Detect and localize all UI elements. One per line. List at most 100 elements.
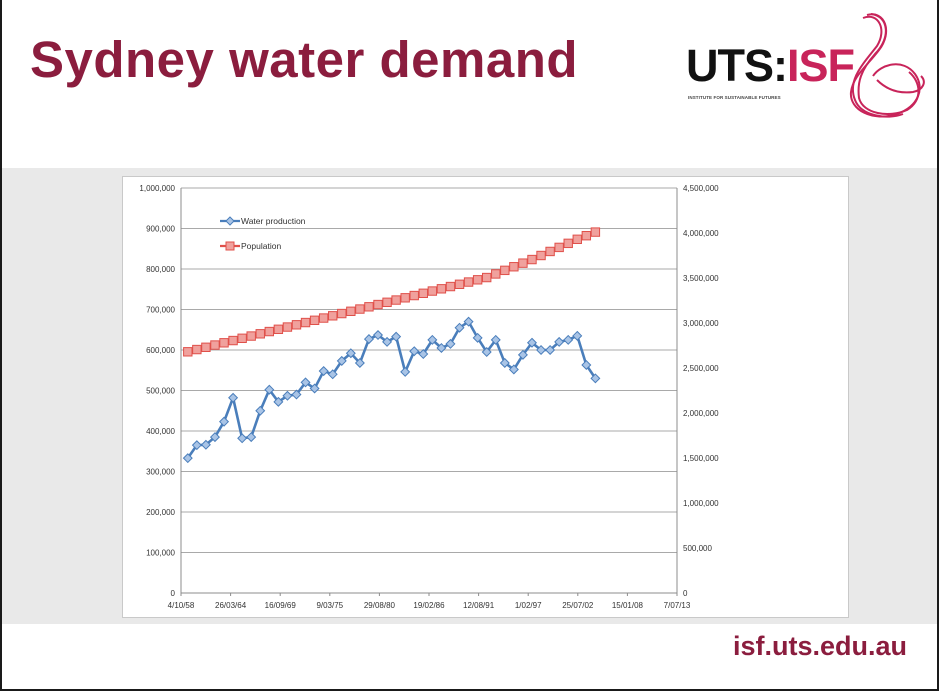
- data-point: [346, 306, 356, 317]
- x-tick-label: 9/03/75: [316, 601, 343, 610]
- data-point: [472, 275, 483, 285]
- data-point: [517, 349, 528, 360]
- data-point: [445, 338, 456, 349]
- data-point: [563, 238, 573, 249]
- x-tick-label: 4/10/58: [168, 601, 195, 610]
- data-point: [508, 364, 519, 375]
- data-point: [273, 396, 284, 407]
- data-point: [355, 304, 365, 314]
- slide-title: Sydney water demand: [30, 31, 579, 88]
- data-point: [463, 316, 474, 327]
- data-point: [382, 297, 392, 307]
- logo-text-main: UTS:: [686, 40, 788, 91]
- data-point: [337, 308, 347, 319]
- data-point: [472, 332, 483, 343]
- data-point: [563, 334, 574, 345]
- y-right-tick-label: 1,000,000: [683, 499, 719, 508]
- data-point: [364, 302, 374, 312]
- data-point: [291, 320, 302, 330]
- data-point: [372, 330, 384, 341]
- y-right-tick-label: 2,500,000: [683, 364, 719, 373]
- data-point: [436, 342, 447, 353]
- data-point: [219, 338, 229, 348]
- data-point: [373, 299, 383, 310]
- y-left-tick-label: 500,000: [146, 387, 175, 396]
- y-right-tick-label: 0: [683, 589, 688, 598]
- data-point: [228, 335, 238, 346]
- data-point: [536, 344, 547, 356]
- footer-url: isf.uts.edu.au: [732, 631, 907, 661]
- data-point: [400, 366, 411, 377]
- data-point: [219, 416, 230, 427]
- x-tick-label: 1/02/97: [515, 601, 542, 610]
- legend-label: Water production: [241, 216, 306, 226]
- data-point: [354, 357, 365, 368]
- y-left-tick-label: 900,000: [146, 225, 175, 234]
- data-point: [463, 277, 474, 287]
- y-right-tick-label: 4,500,000: [683, 184, 719, 193]
- data-point: [509, 262, 519, 272]
- data-point: [328, 311, 338, 321]
- data-point: [436, 284, 447, 294]
- y-left-tick-label: 400,000: [146, 427, 175, 436]
- data-point: [572, 234, 582, 244]
- y-right-tick-label: 4,000,000: [683, 229, 719, 238]
- data-point: [491, 269, 501, 279]
- data-point: [273, 324, 284, 335]
- data-point: [228, 392, 239, 403]
- y-left-tick-label: 800,000: [146, 265, 175, 274]
- data-point: [391, 331, 402, 342]
- y-left-tick-label: 100,000: [146, 549, 175, 558]
- legend: Water production Population: [220, 216, 306, 251]
- data-point: [237, 433, 248, 444]
- data-point: [418, 349, 429, 360]
- data-point: [264, 326, 275, 337]
- data-point: [545, 246, 555, 257]
- data-point: [518, 258, 528, 268]
- data-point: [554, 336, 565, 347]
- legend-marker: [225, 241, 235, 251]
- data-point: [382, 336, 393, 347]
- data-point: [300, 377, 311, 388]
- data-point: [200, 439, 211, 450]
- x-tick-label: 15/01/08: [612, 601, 644, 610]
- data-point: [318, 366, 329, 377]
- data-point: [545, 344, 556, 356]
- data-point: [454, 322, 465, 333]
- water-demand-chart: 0 100,000 200,000 300,000 400,000 500,000 600,…: [139, 184, 719, 610]
- data-point: [282, 322, 293, 332]
- y-left-tick-label: 0: [171, 589, 176, 598]
- data-point: [191, 440, 202, 451]
- data-point: [318, 313, 329, 323]
- x-tick-label: 7/07/13: [664, 601, 691, 610]
- data-point: [336, 355, 347, 366]
- data-point: [427, 286, 438, 296]
- x-tick-label: 26/03/64: [215, 601, 247, 610]
- data-point: [590, 227, 601, 237]
- series-water-production: [182, 316, 601, 464]
- data-point: [526, 337, 537, 348]
- x-tick-label: 29/08/80: [364, 601, 396, 610]
- data-point: [536, 250, 546, 261]
- y-right-tick-label: 500,000: [683, 544, 712, 553]
- data-point: [391, 295, 401, 305]
- data-point: [237, 333, 247, 344]
- data-point: [255, 405, 266, 416]
- data-point: [309, 383, 320, 394]
- data-point: [500, 265, 510, 276]
- y-left-tick-label: 600,000: [146, 346, 175, 355]
- uts-isf-logo: UTS:ISF INSTITUTE FOR SUSTAINABLE FUTURE…: [682, 10, 927, 125]
- y-right-tick-label: 3,000,000: [683, 319, 719, 328]
- data-point: [572, 330, 583, 341]
- y-left-tick-label: 300,000: [146, 468, 175, 477]
- data-point: [400, 293, 410, 303]
- data-point: [210, 340, 220, 350]
- data-point: [201, 342, 211, 353]
- data-point: [182, 453, 193, 464]
- data-point: [409, 290, 419, 301]
- legend-label: Population: [241, 241, 281, 251]
- data-point: [590, 373, 601, 384]
- data-point: [427, 334, 438, 345]
- y-left-tick-label: 700,000: [146, 306, 175, 315]
- y-right-tick-label: 1,500,000: [683, 454, 719, 463]
